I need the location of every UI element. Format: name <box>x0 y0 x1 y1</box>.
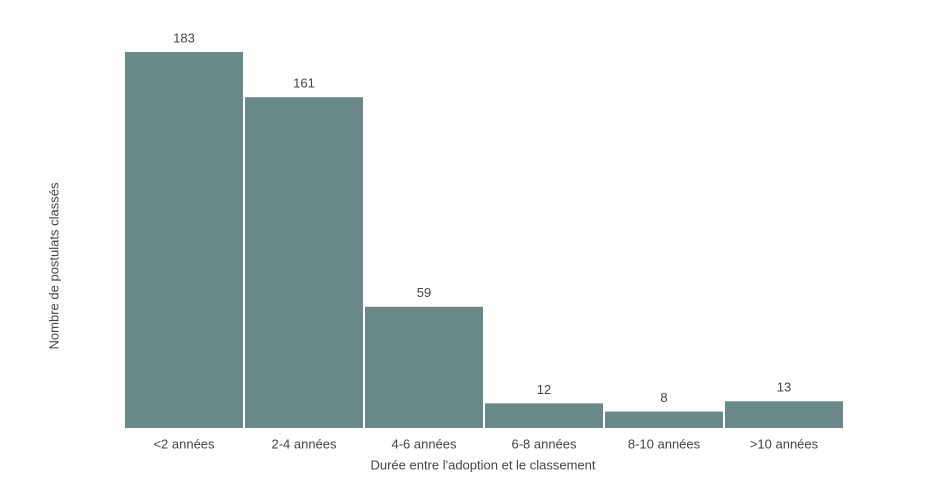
x-tick-label: <2 années <box>153 436 215 451</box>
data-label: 59 <box>417 285 431 300</box>
x-tick-label: >10 années <box>750 436 819 451</box>
bar <box>605 411 723 428</box>
bar <box>125 52 243 428</box>
y-axis-label: Nombre de postulats classés <box>46 182 61 349</box>
data-label: 183 <box>173 30 195 45</box>
data-label: 12 <box>537 382 551 397</box>
bar <box>245 97 363 429</box>
x-axis-label: Durée entre l'adoption et le classement <box>370 457 595 472</box>
x-tick-label: 2-4 années <box>271 436 337 451</box>
bar <box>365 306 483 428</box>
data-label: 161 <box>293 76 315 91</box>
data-label: 8 <box>660 390 667 405</box>
bar <box>485 403 603 428</box>
bar <box>725 401 843 428</box>
x-tick-label: 8-10 années <box>628 436 701 451</box>
x-tick-label: 4-6 années <box>391 436 457 451</box>
data-label: 13 <box>777 380 791 395</box>
x-tick-label: 6-8 années <box>511 436 577 451</box>
